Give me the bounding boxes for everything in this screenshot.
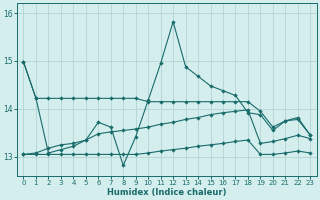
- X-axis label: Humidex (Indice chaleur): Humidex (Indice chaleur): [107, 188, 227, 197]
